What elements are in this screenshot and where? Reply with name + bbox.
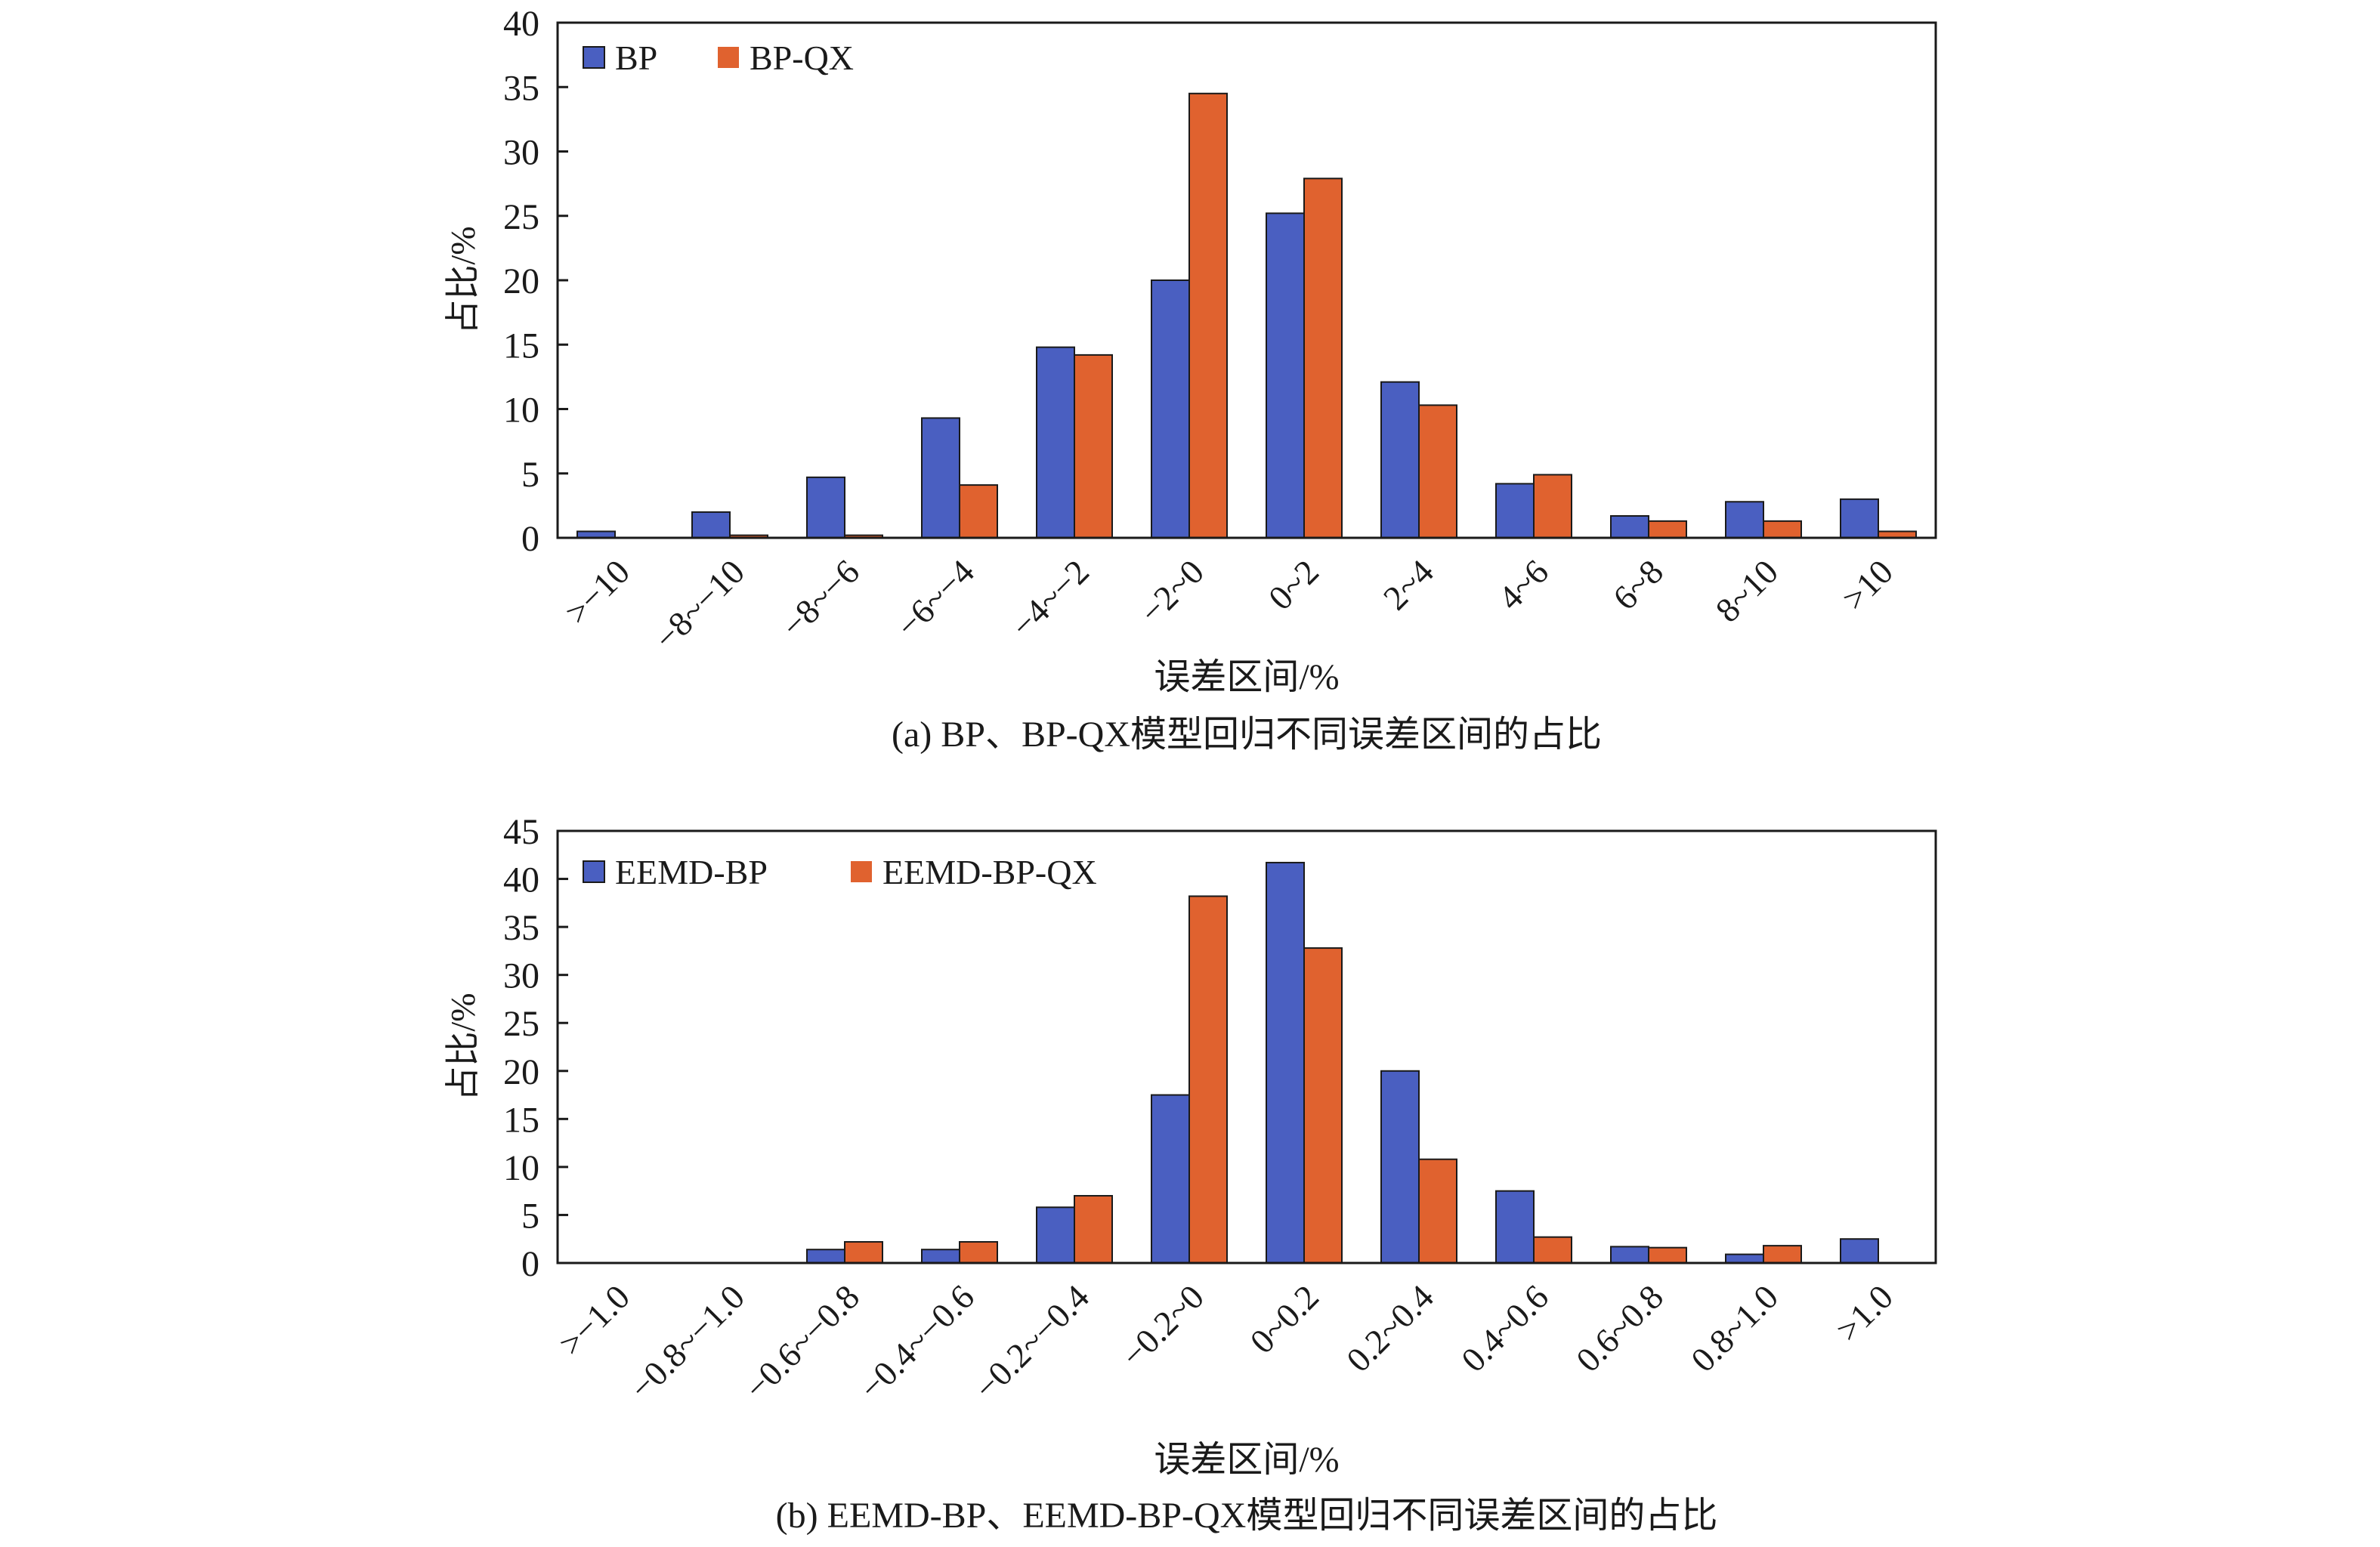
y-tick-label-b-3: 15 — [503, 1100, 539, 1140]
bar-a-s0-c4 — [1036, 346, 1075, 539]
y-tick-label-b-5: 25 — [503, 1004, 539, 1044]
bar-b-s0-c6 — [1266, 861, 1305, 1264]
y-tick-label-a-3: 15 — [503, 326, 539, 366]
bar-a-s0-c6 — [1266, 212, 1305, 539]
y-tick-label-a-4: 20 — [503, 261, 539, 301]
chart-caption-a: (a) BP、BP-QX模型回归不同误差区间的占比 — [892, 715, 1602, 755]
legend-b: EEMD-BP EEMD-BP-QX — [583, 853, 1097, 891]
bar-a-s0-c9 — [1610, 515, 1649, 539]
bar-a-s1-c8 — [1533, 474, 1572, 539]
bar-b-s0-c4 — [1036, 1206, 1075, 1264]
bar-b-s0-c9 — [1610, 1246, 1649, 1264]
bar-b-s0-c3 — [921, 1249, 960, 1264]
bar-b-s1-c5 — [1188, 895, 1228, 1264]
bar-a-s1-c7 — [1418, 404, 1457, 539]
y-tick-label-a-7: 35 — [503, 68, 539, 108]
legend-a: BP BP-QX — [583, 39, 854, 77]
bar-a-s0-c2 — [806, 476, 845, 539]
y-tick-label-a-8: 40 — [503, 4, 539, 44]
y-tick-label-b-6: 30 — [503, 956, 539, 996]
x-axis-label-b: 误差区间/% — [1154, 1440, 1339, 1480]
legend-label-bp-qx: BP-QX — [750, 39, 854, 77]
bar-a-s1-c10 — [1763, 520, 1802, 539]
bar-a-s1-c6 — [1303, 178, 1343, 539]
y-axis-b: 0 5 10 15 20 25 30 35 40 45 — [503, 812, 568, 1284]
y-tick-label-b-9: 45 — [503, 812, 539, 852]
bar-b-s1-c10 — [1763, 1245, 1802, 1264]
bar-a-s1-c5 — [1188, 92, 1228, 539]
legend-label-eemd-bp-qx: EEMD-BP-QX — [882, 853, 1097, 891]
y-axis-a: 0 5 10 15 20 25 30 35 40 — [503, 4, 568, 559]
bar-a-s0-c1 — [691, 511, 731, 539]
bar-b-s1-c2 — [844, 1241, 883, 1264]
y-tick-label-b-4: 20 — [503, 1052, 539, 1092]
bar-a-s0-c10 — [1725, 501, 1764, 539]
legend-label-bp: BP — [615, 39, 657, 77]
y-tick-label-a-6: 30 — [503, 133, 539, 173]
bar-b-s0-c2 — [806, 1249, 845, 1264]
y-tick-label-b-8: 40 — [503, 860, 539, 900]
bar-b-s0-c11 — [1840, 1238, 1879, 1264]
plot-frame-b — [556, 829, 1937, 1264]
bars-b — [806, 861, 1879, 1264]
bar-b-s1-c4 — [1074, 1195, 1113, 1264]
y-tick-label-a-2: 10 — [503, 391, 539, 431]
bar-b-s0-c5 — [1151, 1094, 1190, 1264]
bar-a-s0-c7 — [1380, 381, 1420, 539]
y-tick-label-b-1: 5 — [521, 1196, 539, 1236]
bar-b-s1-c6 — [1303, 947, 1343, 1264]
bar-b-s0-c8 — [1495, 1190, 1535, 1264]
bar-a-s1-c3 — [959, 484, 998, 539]
bar-a-s1-c4 — [1074, 354, 1113, 539]
bars-a — [576, 92, 1917, 539]
bar-b-s1-c3 — [959, 1241, 998, 1264]
y-tick-label-a-1: 5 — [521, 455, 539, 495]
legend-swatch-eemd-bp — [583, 860, 605, 883]
legend-swatch-bp — [583, 46, 605, 69]
y-tick-label-a-5: 25 — [503, 197, 539, 237]
y-axis-label-b: 占比/% — [444, 993, 482, 1101]
bar-b-s1-c9 — [1648, 1246, 1687, 1264]
bar-a-s0-c11 — [1840, 498, 1879, 539]
bar-b-s1-c8 — [1533, 1236, 1572, 1264]
legend-label-eemd-bp: EEMD-BP — [615, 853, 768, 891]
y-axis-label-a: 占比/% — [444, 226, 482, 334]
y-tick-label-a-0: 0 — [521, 519, 539, 559]
bar-a-s0-c3 — [921, 417, 960, 539]
x-axis-label-a: 误差区间/% — [1154, 657, 1339, 697]
bar-a-s0-c5 — [1151, 279, 1190, 539]
bar-a-s1-c9 — [1648, 520, 1687, 539]
bar-b-s1-c7 — [1418, 1158, 1457, 1264]
bar-b-s0-c10 — [1725, 1253, 1764, 1264]
y-tick-label-b-7: 35 — [503, 908, 539, 948]
bar-b-s0-c7 — [1380, 1070, 1420, 1264]
chart-caption-b: (b) EEMD-BP、EEMD-BP-QX模型回归不同误差区间的占比 — [776, 1496, 1718, 1536]
legend-swatch-eemd-bp-qx — [851, 861, 872, 882]
y-tick-label-b-0: 0 — [521, 1244, 539, 1284]
bar-a-s0-c8 — [1495, 483, 1535, 539]
y-tick-label-b-2: 10 — [503, 1148, 539, 1188]
legend-swatch-bp-qx — [718, 47, 739, 68]
